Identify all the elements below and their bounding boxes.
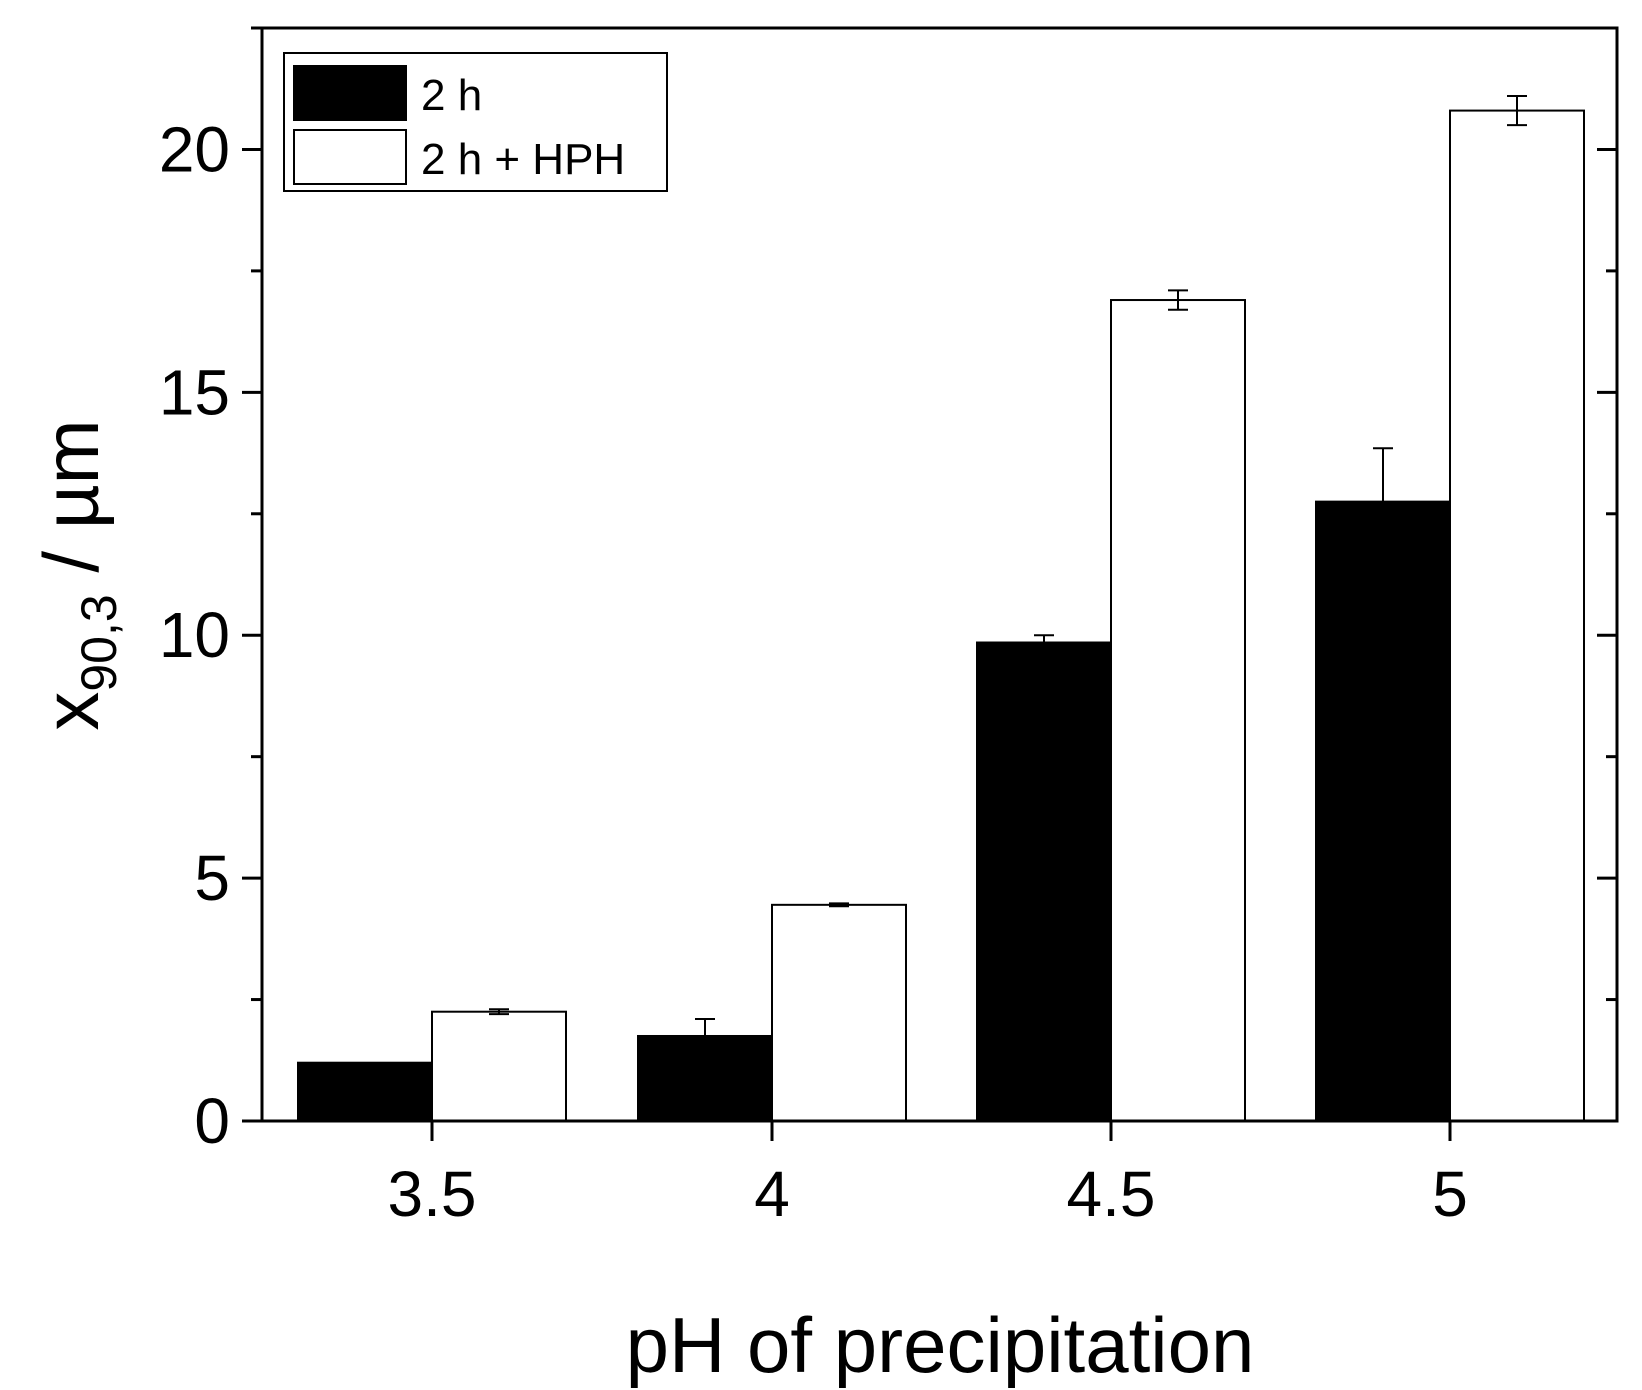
bar-2h-ph-3_5 (297, 1061, 433, 1122)
y-tick-label-0: 0 (194, 1085, 230, 1157)
y-axis-title-main: x (27, 692, 115, 731)
x-axis: 3.5 4 4.5 5 (388, 1121, 1468, 1230)
legend-label-2h-hph: 2 h + HPH (421, 135, 625, 184)
y-tick-label-15: 15 (159, 356, 230, 428)
legend-swatch-2h (293, 65, 407, 121)
x-tick-label-3_5: 3.5 (388, 1158, 477, 1230)
legend: 2 h 2 h + HPH (283, 52, 668, 192)
error-bars-layer (489, 95, 1527, 1054)
bar-2h-ph-4_5 (976, 641, 1112, 1123)
bar-2h-hph-ph-5 (1449, 109, 1585, 1123)
x-tick-label-4_5: 4.5 (1067, 1158, 1156, 1230)
bar-2h-hph-ph-3_5 (431, 1010, 567, 1123)
x-tick-label-5: 5 (1432, 1158, 1468, 1230)
y-tick-label-10: 10 (159, 599, 230, 671)
plot-frame (260, 26, 1619, 1123)
x-axis-title: pH of precipitation (626, 1301, 1255, 1389)
legend-label-2h: 2 h (421, 71, 482, 120)
y-tick-label-20: 20 (159, 113, 230, 185)
bar-2h-ph-5 (1315, 500, 1451, 1122)
legend-swatch-2h-hph (293, 129, 407, 185)
y-axis-title-subscript: 90,3 (71, 594, 127, 691)
y-axis: 0 5 10 15 20 (159, 26, 1617, 1157)
bar-2h-hph-ph-4 (771, 903, 907, 1123)
bar-2h-hph-ph-4_5 (1110, 299, 1246, 1122)
bars-layer (297, 109, 1585, 1123)
x-tick-label-4: 4 (754, 1158, 790, 1230)
y-axis-title: x90,3 / µm (27, 419, 127, 730)
y-axis-title-unit: / µm (27, 419, 115, 594)
y-tick-label-5: 5 (194, 842, 230, 914)
